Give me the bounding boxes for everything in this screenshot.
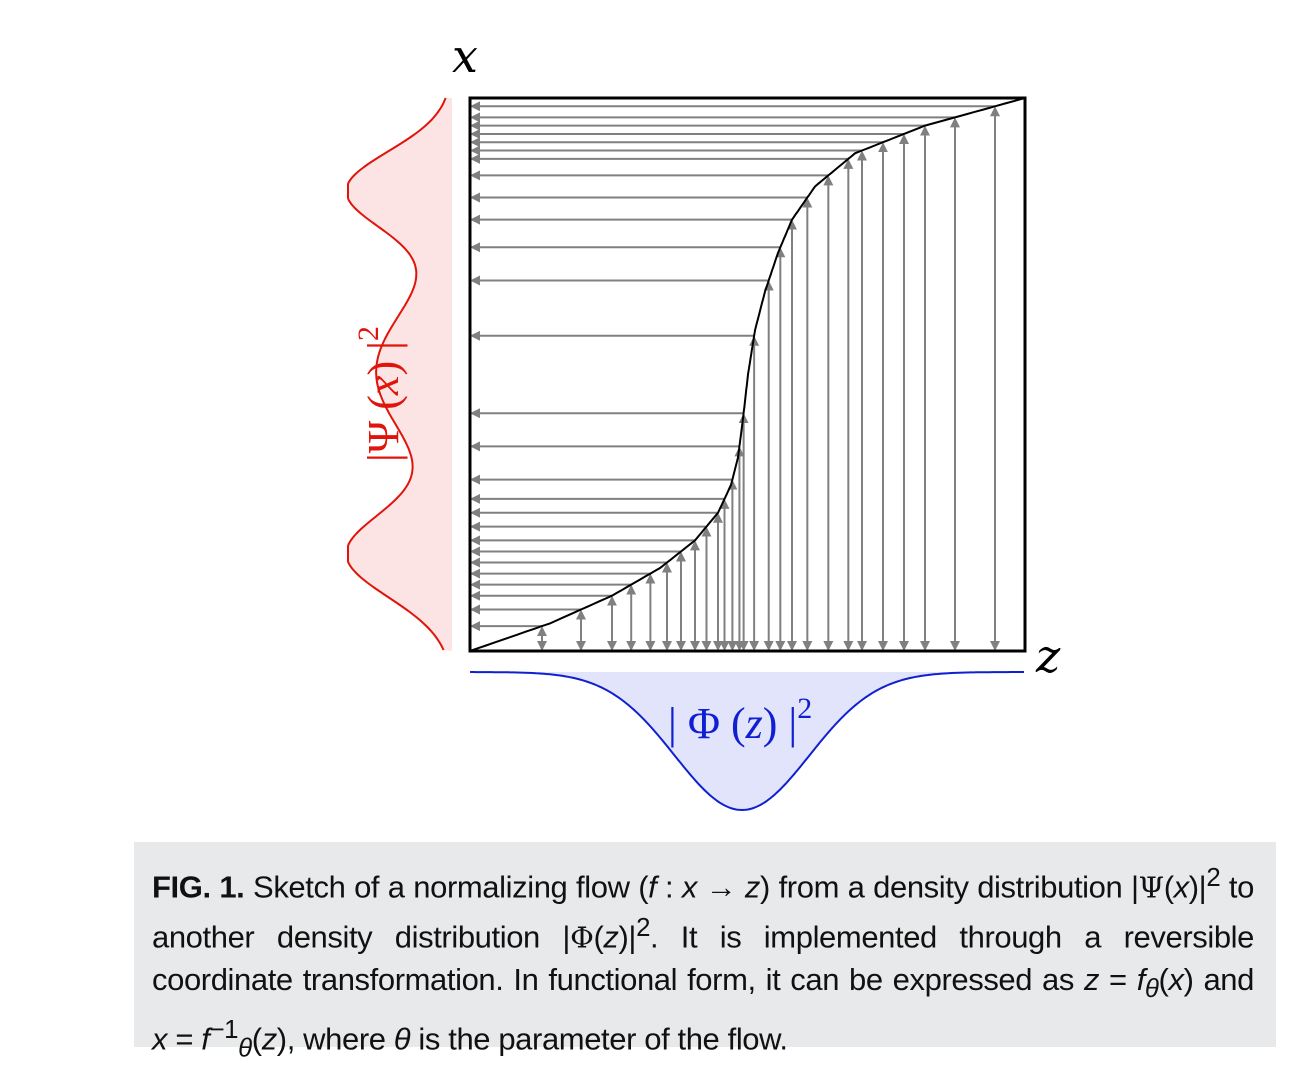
caption-run: )| [1188,869,1207,905]
caption-run: . It is implemented through a reversible… [152,919,1254,997]
caption-math: z [261,1021,278,1057]
caption-math: x [681,869,698,905]
caption-math: θ [393,1021,411,1057]
caption-run: ( [1163,869,1174,905]
caption-run: → [697,869,745,905]
z-axis-label: z [1035,629,1061,683]
psi-density [347,97,452,651]
caption-sup: 2 [636,914,651,943]
caption-math: z [744,869,761,905]
phi-density-label: | Φ (z) |2 [668,692,812,748]
caption-run: ) and [1183,961,1255,997]
caption-math: f [1136,961,1146,997]
psi-density-curve [347,97,447,651]
flow-transformation-curve [469,97,1026,652]
caption-math: z [1083,961,1100,997]
phi-density [470,671,1025,812]
caption-run: : [656,869,682,905]
caption-run: Sketch of a normalizing flow ( [244,869,649,905]
caption-run: ) from a density distribution | [760,869,1139,905]
caption-run: )| [618,919,637,955]
caption-sub: θ [238,1034,252,1063]
caption-run: ), where [276,1021,394,1057]
caption-math: x [1173,869,1190,905]
caption-run: ( [593,919,604,955]
caption-run: ( [1158,961,1169,997]
caption-run: ( [251,1021,262,1057]
x-axis-label: x [452,29,478,83]
caption-run: is the parameter of the flow. [410,1021,788,1057]
caption-math: x [152,1021,168,1057]
caption-math: f [648,869,657,905]
plot-frame [468,96,1027,653]
caption-sup: 2 [1206,864,1221,892]
figure-caption: FIG. 1. Sketch of a normalizing flow (f … [134,842,1276,1062]
caption-run: = [167,1021,202,1057]
caption-math: Ψ [1138,870,1164,905]
figure-number: FIG. 1. [152,869,245,905]
caption-math: x [1168,961,1184,997]
psi-density-label: |Ψ (x) |2 [352,326,408,462]
caption-text: FIG. 1. Sketch of a normalizing flow (f … [152,858,1254,1069]
caption-sub: θ [1144,974,1159,1003]
caption-run: = [1099,961,1137,997]
caption-sup: −1 [209,1015,239,1044]
phi-density-fill [470,672,1025,810]
caption-math: Φ [570,920,594,955]
psi-density-fill [348,98,452,651]
phi-density-curve [470,671,1024,812]
caption-math: z [603,919,619,955]
caption-math: f [201,1021,210,1057]
mapping-arrows [470,101,1000,651]
caption-run: to another density distribution | [152,869,1254,955]
normalizing-flow-figure: x z |Ψ (x) |2 | Φ (z) |2 [347,29,1061,812]
